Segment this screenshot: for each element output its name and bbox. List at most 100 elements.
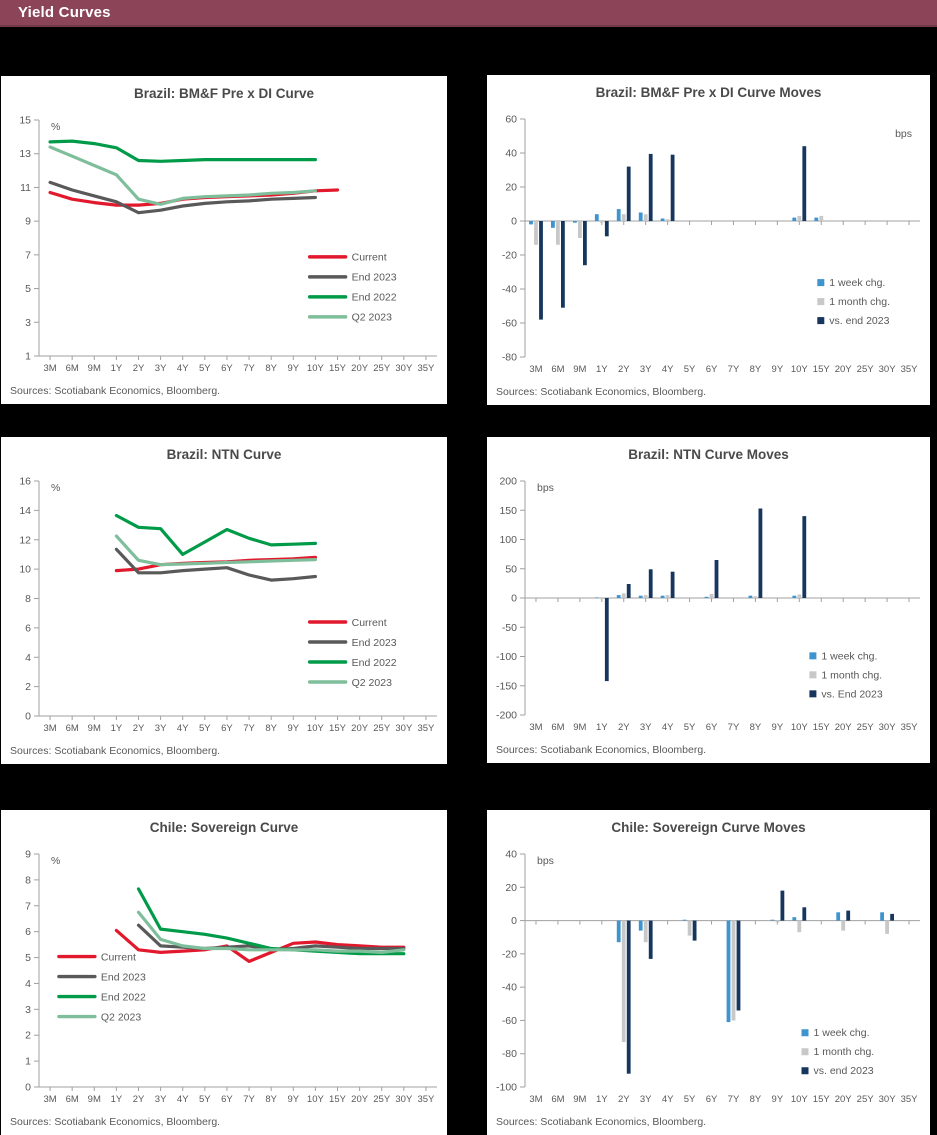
svg-text:6: 6: [25, 622, 31, 634]
svg-text:16: 16: [19, 476, 31, 488]
sources-note: Sources: Scotiabank Economics, Bloomberg…: [10, 745, 221, 757]
svg-text:20Y: 20Y: [351, 1094, 369, 1105]
sources-note: Sources: Scotiabank Economics, Bloomberg…: [496, 744, 707, 756]
svg-text:50: 50: [505, 563, 517, 575]
svg-text:25Y: 25Y: [857, 722, 875, 733]
chart-panel-chile-sovereign-curve: Chile: Sovereign Curve 9 8 7 6 5 4 3 2 1 0 3M 6M 9M 1…: [1, 810, 447, 1135]
svg-text:6M: 6M: [66, 363, 79, 374]
svg-text:2Y: 2Y: [133, 1094, 145, 1105]
svg-text:1 week chg.: 1 week chg.: [829, 277, 885, 289]
svg-text:Q2 2023: Q2 2023: [352, 677, 392, 689]
svg-text:3: 3: [25, 1004, 31, 1016]
svg-text:7Y: 7Y: [728, 722, 740, 733]
svg-text:5Y: 5Y: [684, 722, 696, 733]
svg-text:3Y: 3Y: [155, 363, 167, 374]
svg-text:4Y: 4Y: [177, 1094, 189, 1105]
chart-title: Brazil: BM&F Pre x DI Curve Moves: [595, 85, 822, 100]
chart-panel-brazil-ntn-curve: Brazil: NTN Curve 16 14 12 10 8 6 4 2 0 3M 6M 9M 1Y 2…: [1, 437, 447, 764]
svg-text:7Y: 7Y: [243, 1094, 255, 1105]
svg-text:5Y: 5Y: [684, 364, 696, 375]
svg-text:3: 3: [25, 317, 31, 329]
svg-text:Current: Current: [101, 951, 136, 963]
svg-text:15Y: 15Y: [813, 364, 831, 375]
svg-text:8Y: 8Y: [750, 722, 762, 733]
svg-text:-40: -40: [502, 982, 517, 994]
svg-text:%: %: [51, 482, 60, 494]
svg-text:10Y: 10Y: [791, 1094, 809, 1105]
svg-text:2: 2: [25, 681, 31, 693]
svg-text:8Y: 8Y: [750, 364, 762, 375]
chart-title: Chile: Sovereign Curve: [149, 820, 299, 835]
svg-text:bps: bps: [537, 482, 554, 494]
svg-text:2Y: 2Y: [133, 723, 145, 734]
svg-text:9Y: 9Y: [287, 1094, 299, 1105]
chart-panel-chile-sovereign-moves: Chile: Sovereign Curve Moves 40 20 0 -20 -40…: [487, 810, 930, 1135]
svg-text:60: 60: [505, 114, 517, 126]
svg-text:0: 0: [511, 593, 517, 605]
svg-text:Q2 2023: Q2 2023: [352, 312, 392, 324]
svg-text:100: 100: [499, 534, 517, 546]
svg-text:4: 4: [25, 652, 31, 664]
svg-text:9Y: 9Y: [287, 723, 299, 734]
svg-text:9Y: 9Y: [772, 1094, 784, 1105]
svg-text:1 month chg.: 1 month chg.: [829, 296, 890, 308]
line-chart-chile-sovereign: 9 8 7 6 5 4 3 2 1 0 3M 6M 9M 1Y 2Y 3Y 4Y 5Y 6Y 7Y 8Y 9Y 10Y 15Y…: [25, 849, 437, 1105]
svg-text:5Y: 5Y: [199, 1094, 211, 1105]
svg-text:35Y: 35Y: [417, 363, 435, 374]
svg-text:1 week chg.: 1 week chg.: [814, 1027, 870, 1039]
svg-text:1Y: 1Y: [596, 1094, 608, 1105]
svg-text:10Y: 10Y: [791, 364, 809, 375]
svg-text:30Y: 30Y: [395, 1094, 413, 1105]
svg-text:3Y: 3Y: [640, 1094, 652, 1105]
svg-text:3M: 3M: [529, 364, 542, 375]
line-chart-brazil-ntn: 16 14 12 10 8 6 4 2 0 3M 6M 9M 1Y 2Y 3Y 4Y 5Y 6Y 7Y 8Y 9Y 10Y…: [19, 476, 437, 734]
svg-text:-40: -40: [502, 284, 517, 296]
svg-text:35Y: 35Y: [417, 1094, 435, 1105]
svg-text:End 2022: End 2022: [352, 292, 397, 304]
svg-text:14: 14: [19, 505, 31, 517]
svg-text:1 month chg.: 1 month chg.: [814, 1046, 875, 1058]
svg-text:10: 10: [19, 564, 31, 576]
svg-text:30Y: 30Y: [879, 1094, 897, 1105]
svg-text:9M: 9M: [573, 364, 586, 375]
svg-text:11: 11: [20, 182, 31, 194]
svg-text:-50: -50: [502, 622, 517, 634]
chart-panel-brazil-bmf-moves: Brazil: BM&F Pre x DI Curve Moves 60 40 20…: [487, 75, 930, 405]
svg-text:9Y: 9Y: [772, 364, 784, 375]
svg-text:9M: 9M: [88, 1094, 101, 1105]
svg-text:15Y: 15Y: [813, 722, 831, 733]
report-header: Yield Curves: [0, 0, 937, 27]
svg-text:End 2023: End 2023: [101, 971, 146, 983]
svg-text:9Y: 9Y: [772, 722, 784, 733]
svg-text:-60: -60: [502, 1015, 517, 1027]
svg-text:10Y: 10Y: [307, 363, 325, 374]
svg-text:12: 12: [19, 534, 31, 546]
svg-text:End 2023: End 2023: [352, 637, 397, 649]
svg-text:40: 40: [505, 849, 517, 861]
svg-text:6Y: 6Y: [221, 723, 233, 734]
bar-chart-brazil-bmf-moves: 60 40 20 0 -20 -40 -60 -80 3M 6M 9M 1Y 2Y 3Y 4Y 5Y 6Y 7Y 8…: [502, 114, 920, 375]
chart-title: Brazil: NTN Curve: [166, 447, 282, 462]
svg-text:9M: 9M: [88, 723, 101, 734]
svg-text:-100: -100: [496, 651, 517, 663]
svg-text:7Y: 7Y: [728, 364, 740, 375]
svg-text:4Y: 4Y: [177, 723, 189, 734]
svg-text:4Y: 4Y: [662, 364, 674, 375]
chart-panel-brazil-bmf-curve: Brazil: BM&F Pre x DI Curve 15 13 11 9 7 5 3 1 3…: [1, 76, 447, 404]
chart-title: Brazil: BM&F Pre x DI Curve: [133, 86, 315, 101]
svg-text:2Y: 2Y: [133, 363, 145, 374]
svg-text:7Y: 7Y: [728, 1094, 740, 1105]
svg-text:1Y: 1Y: [111, 363, 123, 374]
svg-text:5Y: 5Y: [199, 723, 211, 734]
svg-text:6Y: 6Y: [221, 1094, 233, 1105]
svg-text:9M: 9M: [573, 1094, 586, 1105]
svg-text:8Y: 8Y: [750, 1094, 762, 1105]
svg-text:8Y: 8Y: [265, 363, 277, 374]
svg-text:2Y: 2Y: [618, 1094, 630, 1105]
svg-text:35Y: 35Y: [901, 722, 919, 733]
svg-text:20Y: 20Y: [835, 722, 853, 733]
svg-text:vs. end 2023: vs. end 2023: [829, 315, 889, 327]
svg-text:15Y: 15Y: [329, 723, 347, 734]
page-title: Yield Curves: [18, 4, 111, 21]
svg-text:1Y: 1Y: [596, 364, 608, 375]
